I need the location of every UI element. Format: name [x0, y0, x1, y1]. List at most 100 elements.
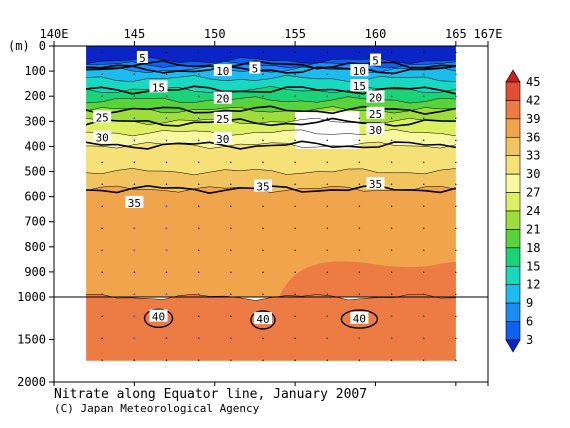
grid-dots [101, 51, 457, 361]
grid-dot [455, 73, 457, 76]
grid-dot [262, 205, 264, 207]
grid-dot [133, 183, 136, 185]
grid-dot [326, 51, 328, 53]
grid-dot [455, 227, 457, 229]
nitrate-layer-band [86, 106, 456, 125]
contour-label-bg [254, 179, 272, 192]
grid-dot [294, 139, 296, 141]
grid-dot [262, 337, 264, 339]
grid-dot [423, 249, 425, 251]
contour-label-bg [213, 64, 232, 77]
y-tick-label: 900 [24, 265, 46, 279]
grid-dot [455, 293, 457, 295]
plot-frame [53, 45, 489, 383]
grid-dot [294, 315, 296, 317]
contour-line-thin [86, 86, 456, 94]
colorbar-bin [505, 155, 521, 175]
grid-dot [262, 249, 264, 251]
grid-dot [358, 271, 361, 273]
grid-dot [198, 227, 200, 229]
contour-label-bg [93, 130, 112, 143]
grid-dot [455, 183, 457, 185]
contour-label-bg [93, 110, 112, 123]
colorbar-bin [505, 192, 521, 212]
colorbar-label: 9 [526, 296, 533, 310]
grid-dot [262, 73, 264, 76]
grid-dot [133, 51, 136, 53]
grid-dot [230, 359, 232, 361]
grid-dot [230, 227, 232, 229]
contour-label-5: 5 [139, 52, 146, 65]
contour-line-layer [85, 56, 457, 330]
grid-dot [133, 73, 136, 76]
grid-dot [390, 227, 393, 229]
contour-label-25: 25 [369, 108, 382, 121]
colorbar-label: 45 [526, 75, 540, 89]
grid-dot [423, 95, 425, 98]
grid-dot [358, 51, 361, 53]
contour-label-bg [125, 195, 144, 208]
grid-dot [455, 95, 457, 98]
contour-label-bg [254, 312, 272, 325]
grid-dot [455, 315, 457, 317]
grid-dot [455, 205, 457, 207]
colorbar-label: 18 [526, 241, 540, 255]
grid-dot [165, 293, 168, 295]
colorbar-bin [505, 136, 521, 157]
nitrate-layer-band [86, 294, 456, 361]
contour-line-25 [85, 117, 456, 127]
contour-label-35: 35 [369, 178, 382, 191]
contour-line-thin [86, 168, 456, 176]
grid-dot [294, 293, 296, 295]
grid-dot [358, 183, 361, 185]
contour-label-10: 10 [216, 65, 229, 78]
colorbar: 45 42 39 36 33 30 27 24 21 18 15 12 9 6 3 [505, 69, 540, 353]
colorbar-top-triangle [505, 69, 521, 83]
contour-label-bg [366, 177, 385, 190]
grid-dot [358, 293, 361, 295]
contour-label-bg [213, 111, 232, 124]
grid-dot [390, 183, 393, 185]
grid-dot [165, 183, 168, 185]
y-tick-label: 400 [24, 139, 46, 153]
contour-line-10 [86, 64, 457, 75]
x-tick-label: 155 [284, 27, 306, 41]
contour-label-25: 25 [96, 112, 109, 125]
grid-dot [198, 73, 200, 76]
grid-dot [101, 315, 103, 317]
grid-dot [262, 271, 264, 273]
grid-dot [294, 117, 296, 120]
grid-dot [101, 359, 103, 361]
grid-dot [230, 315, 232, 317]
grid-dot [230, 51, 232, 53]
colorbar-label: 33 [526, 149, 540, 163]
colorbar-bin [505, 81, 521, 101]
grid-dot [455, 249, 457, 251]
grid-dot [230, 293, 232, 295]
grid-dot [198, 249, 200, 251]
grid-dot [390, 359, 393, 361]
grid-dot [165, 359, 168, 361]
chart-title: Nitrate along Equator line, January 2007 [54, 387, 367, 402]
nitrate-layer-band [86, 75, 456, 93]
grid-dot [198, 359, 200, 361]
grid-dot [294, 337, 296, 339]
grid-dot [165, 205, 168, 207]
grid-dot [294, 227, 296, 229]
grid-dot [198, 293, 200, 295]
grid-dot [165, 117, 168, 120]
grid-dot [262, 51, 264, 53]
grid-dot [358, 95, 361, 98]
y-tick-label: 700 [24, 215, 46, 229]
grid-dot [390, 315, 393, 317]
contour-label-bg [136, 51, 148, 63]
contour-label-bg [249, 61, 261, 74]
grid-dot [390, 271, 393, 273]
grid-dot [294, 183, 296, 185]
grid-dot [165, 337, 168, 339]
grid-dot [165, 227, 168, 229]
grid-dot [423, 73, 425, 76]
grid-dot [455, 359, 457, 361]
contour-line-thin [86, 75, 456, 82]
